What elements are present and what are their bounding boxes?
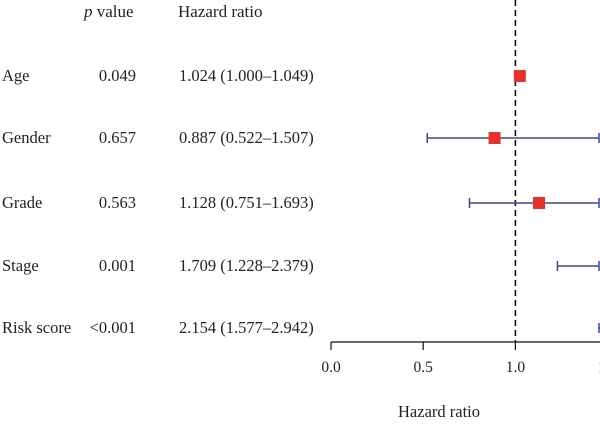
x-axis-tick-label: 1.0 — [506, 359, 526, 376]
row-label: Age — [2, 66, 30, 85]
row-p-value: 0.049 — [98, 66, 136, 85]
row-hazard-ratio: 1.709 (1.228–2.379) — [179, 256, 314, 275]
p-value-header-rest: value — [92, 2, 134, 21]
row-p-value: 0.563 — [98, 193, 136, 212]
p-value-header: p value — [84, 2, 134, 22]
p-value-header-italic: p — [84, 2, 93, 21]
row-p-value: 0.001 — [98, 256, 136, 275]
hazard-ratio-header: Hazard ratio — [178, 2, 263, 21]
hazard-ratio-marker — [513, 70, 526, 82]
hazard-ratio-marker — [533, 197, 546, 209]
x-axis-title: Hazard ratio — [398, 402, 480, 421]
x-axis-tick-label: 0.5 — [414, 359, 434, 376]
row-label: Gender — [2, 128, 51, 147]
x-axis-tick-label: 0.0 — [321, 359, 341, 376]
row-label: Risk score — [2, 318, 72, 337]
row-hazard-ratio: 1.024 (1.000–1.049) — [179, 66, 314, 85]
row-label: Stage — [2, 256, 39, 275]
row-hazard-ratio: 2.154 (1.577–2.942) — [179, 318, 314, 337]
row-hazard-ratio: 0.887 (0.522–1.507) — [179, 128, 314, 147]
hazard-ratio-marker — [488, 132, 501, 144]
row-label: Grade — [2, 193, 43, 212]
row-p-value: <0.001 — [89, 318, 136, 337]
row-hazard-ratio: 1.128 (0.751–1.693) — [179, 193, 314, 212]
x-axis-tick-label: 1.5 — [598, 359, 600, 376]
row-p-value: 0.657 — [98, 128, 136, 147]
